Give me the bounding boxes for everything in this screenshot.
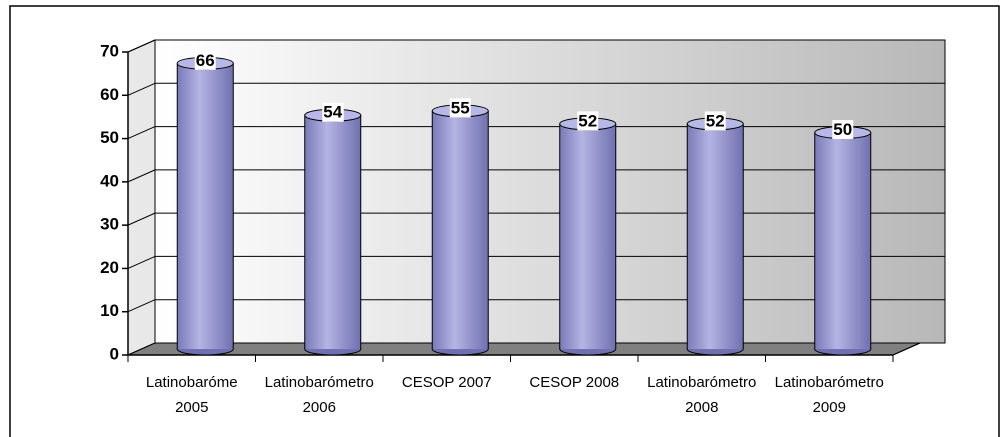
data-label-bg	[832, 120, 854, 140]
y-tick-label: 30	[100, 215, 119, 234]
bar-body	[687, 123, 744, 350]
bar-body	[432, 110, 489, 349]
frame	[9, 5, 1000, 437]
floor	[127, 342, 921, 356]
grid-line-side	[127, 169, 156, 183]
data-label-bg	[449, 98, 471, 118]
x-tick-label: CESOP 2007	[402, 374, 492, 391]
data-label: 55	[451, 98, 470, 117]
y-tick-label: 60	[100, 85, 119, 104]
data-label-bg	[194, 50, 216, 70]
x-tick-label: Latinobaróme	[146, 374, 238, 391]
grid-line-side	[127, 39, 156, 53]
data-label: 54	[323, 103, 342, 122]
data-label: 52	[578, 111, 597, 130]
bar	[304, 108, 362, 356]
grid-line-side	[127, 82, 156, 96]
x-tick-label: 2005	[175, 399, 208, 416]
grid-line-side	[127, 299, 156, 313]
bar-body	[559, 123, 616, 350]
y-tick-label: 10	[100, 301, 119, 320]
x-tick-label: CESOP 2008	[529, 374, 619, 391]
side-wall	[127, 39, 156, 356]
x-tick-label: 2006	[303, 399, 336, 416]
data-label: 52	[706, 111, 725, 130]
grid-line-side	[127, 255, 156, 269]
y-tick-label: 50	[100, 128, 119, 147]
data-label-bg	[322, 102, 344, 122]
grid-line-side	[127, 126, 156, 140]
bar	[814, 126, 872, 356]
y-tick-label: 20	[100, 258, 119, 277]
y-tick-label: 40	[100, 171, 119, 190]
bar-body	[177, 63, 234, 350]
floor-edge	[892, 342, 921, 356]
data-label: 50	[833, 120, 852, 139]
bar	[559, 117, 617, 356]
x-tick-label: Latinobarómetro	[647, 374, 756, 391]
x-tick-label: Latinobarómetro	[775, 374, 884, 391]
grid-line-side	[127, 212, 156, 226]
x-tick-label: 2009	[813, 399, 846, 416]
y-tick-label: 0	[110, 344, 119, 363]
bar	[686, 117, 744, 356]
data-label-bg	[577, 111, 599, 131]
data-label-bg	[704, 111, 726, 131]
y-tick-label: 70	[100, 41, 119, 60]
bar	[431, 104, 489, 356]
bar	[176, 56, 234, 356]
x-tick-label: Latinobarómetro	[265, 374, 374, 391]
bar-body	[304, 115, 361, 349]
x-tick-label: 2008	[685, 399, 718, 416]
bar-body	[814, 132, 871, 349]
data-label: 66	[196, 51, 215, 70]
